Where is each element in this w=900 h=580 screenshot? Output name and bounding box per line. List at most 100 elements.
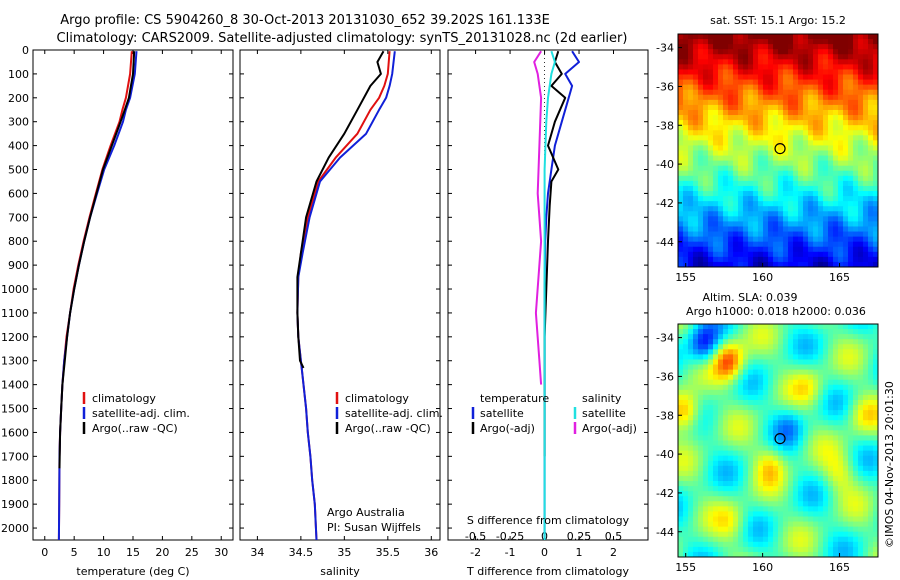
map-cell [768,246,774,253]
map-cell [753,354,759,360]
map-cell [753,486,759,492]
map-cell [808,369,814,376]
map-cell [768,521,774,528]
map-cell [853,241,859,248]
map-cell [698,216,704,222]
map-cell [753,84,759,91]
map-cell [798,34,804,40]
map-cell [718,470,724,477]
map-cell [728,34,734,40]
map-cell [873,251,879,258]
map-cell [738,130,744,136]
map-cell [728,64,734,70]
map-cell [713,120,719,126]
map-cell [728,359,734,365]
map-cell [768,546,774,553]
map-cell [823,104,829,111]
map-cell [788,236,794,243]
map-cell [818,399,824,406]
map-cell [783,79,789,86]
map-cell [828,261,834,268]
map-cell [698,475,704,482]
map-cell [678,125,684,131]
map-cell [738,379,744,386]
map-cell [718,430,724,436]
map-cell [833,551,839,558]
map-cell [848,526,854,533]
map-cell [738,241,744,248]
map-cell [723,354,729,360]
map-cell [813,430,819,436]
map-cell [773,440,779,446]
map-cell [683,34,689,40]
map-cell [743,455,749,462]
map-cell [683,180,689,187]
map-cell [763,374,769,381]
map-cell [758,324,764,330]
map-cell [818,334,824,340]
map-cell [803,410,809,416]
map-cell [863,170,869,177]
map-cell [773,420,779,426]
map-cell [818,506,824,512]
map-cell [748,241,754,248]
map-cell [863,359,869,365]
map-cell [798,115,804,121]
map-cell [828,94,834,101]
map-cell [783,115,789,121]
map-cell [688,120,694,126]
map-cell [733,349,739,355]
map-cell [688,354,694,360]
map-cell [753,511,759,517]
map-cell [693,435,699,441]
map-cell [733,109,739,116]
map-cell [828,531,834,538]
map-cell [738,399,744,406]
map-cell [833,64,839,70]
map-cell [778,369,784,376]
map-cell [683,155,689,162]
map-cell [693,374,699,381]
map-cell [763,364,769,370]
map-cell [678,344,684,350]
map-cell [703,89,709,96]
map-cell [778,125,784,131]
map-cell [718,191,724,197]
map-cell [873,160,879,167]
map-cell [713,211,719,217]
map-cell [718,170,724,177]
difference-xlabel-top: S difference from climatology [467,514,630,527]
map-cell [833,135,839,141]
map-cell [848,84,854,91]
map-cell [753,551,759,558]
map-cell [683,246,689,253]
map-cell [773,74,779,80]
map-cell [828,191,834,197]
map-cell [778,246,784,253]
map-cell [833,241,839,248]
map-cell [813,64,819,70]
map-cell [728,261,734,268]
map-cell [848,140,854,146]
map-cell [723,349,729,355]
map-cell [703,455,709,462]
map-cell [703,394,709,401]
map-cell [788,44,794,50]
map-cell [698,536,704,543]
map-cell [773,44,779,50]
map-cell [823,465,829,472]
map-cell [798,369,804,376]
map-cell [828,445,834,452]
map-cell [723,430,729,436]
map-cell [748,191,754,197]
map-cell [808,175,814,182]
map-cell [783,180,789,187]
map-ytick-label: -34 [656,42,674,55]
map-cell [863,369,869,376]
map-cell [678,546,684,553]
map-cell [813,196,819,202]
map-cell [868,526,874,533]
map-cell [828,465,834,472]
map-cell [713,251,719,258]
map-cell [698,349,704,355]
